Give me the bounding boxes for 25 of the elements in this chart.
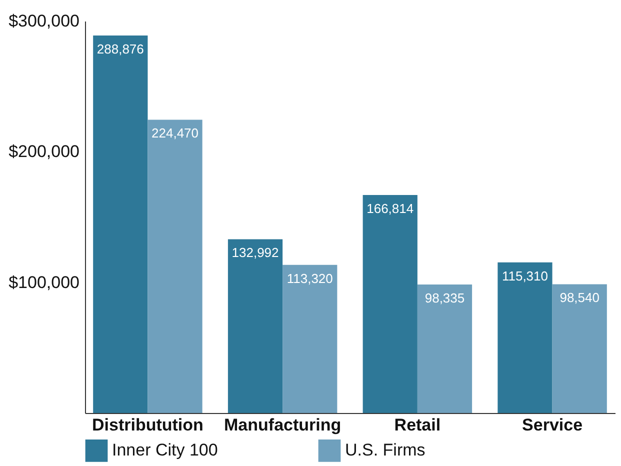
- data-label: 288,876: [96, 42, 144, 57]
- bar: [552, 284, 607, 413]
- legend-label: U.S. Firms: [345, 440, 426, 460]
- data-label: 115,310: [502, 268, 548, 284]
- bar: [148, 120, 202, 413]
- bar: [282, 264, 338, 413]
- bar: [498, 262, 552, 413]
- data-label: 113,320: [286, 270, 333, 286]
- data-label: 98,335: [424, 290, 465, 306]
- bar: [228, 239, 283, 413]
- data-label: 132,992: [232, 245, 279, 260]
- x-tick-label: Manufacturing: [224, 416, 342, 434]
- data-label: 98,540: [560, 290, 600, 306]
- x-tick-label: Retail: [394, 416, 441, 434]
- legend-label: Inner City 100: [112, 440, 218, 460]
- data-label: 224,470: [152, 126, 199, 141]
- y-tick-label: $200,000: [8, 142, 80, 162]
- bar: [93, 36, 148, 413]
- bar: [362, 195, 418, 413]
- y-tick-label: $300,000: [8, 12, 80, 30]
- x-tick-label: Distributution: [92, 416, 204, 434]
- y-tick-label: $100,000: [8, 272, 80, 292]
- x-tick-label: Service: [522, 416, 583, 434]
- data-label: 166,814: [366, 201, 414, 216]
- bar: [417, 284, 472, 413]
